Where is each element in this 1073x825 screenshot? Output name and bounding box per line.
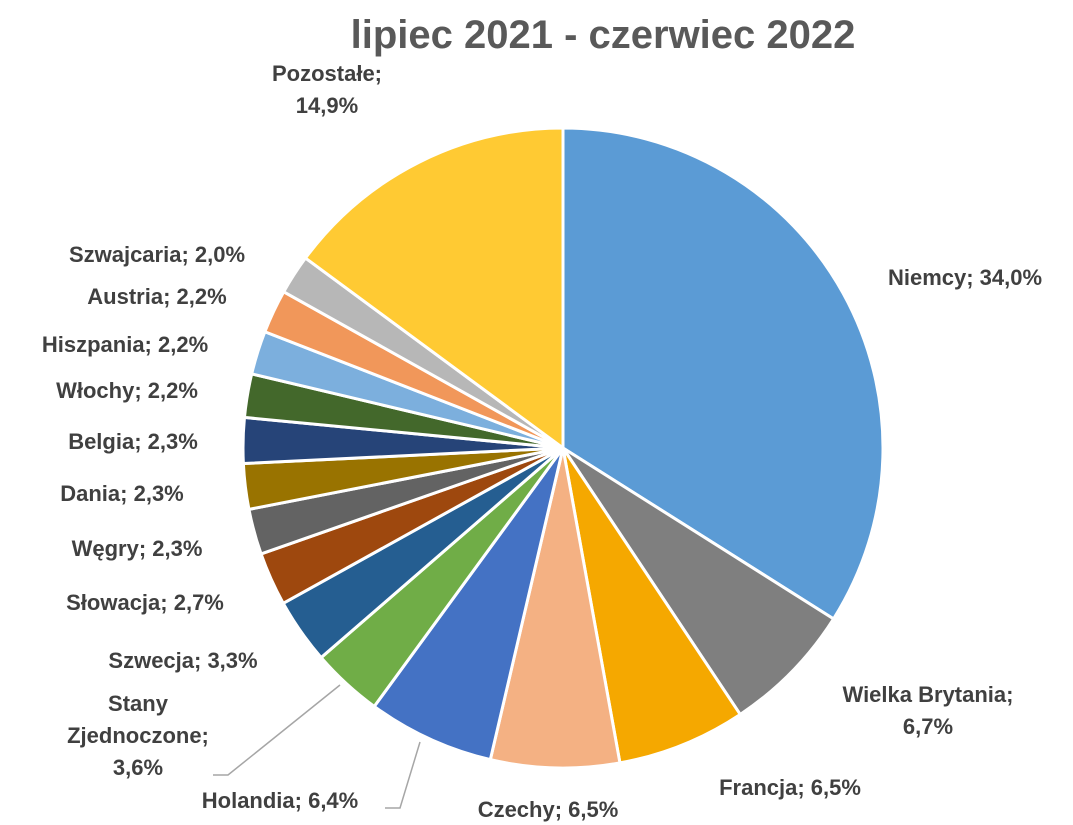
pie-slice-wielka-brytania <box>561 446 836 716</box>
data-label-wielka-brytania: Wielka Brytania; 6,7% <box>843 682 1014 739</box>
pie-slice-niemcy <box>561 126 885 621</box>
data-label-niemcy: Niemcy; 34,0% <box>888 265 1042 290</box>
pie-slice-pozostałe <box>303 126 565 450</box>
leader-line-stany-zjednoczone <box>213 684 341 776</box>
data-label-stany-zjednoczone: Stany Zjednoczone; 3,6% <box>67 691 209 780</box>
data-label-słowacja: Słowacja; 2,7% <box>66 590 224 615</box>
data-label-szwecja: Szwecja; 3,3% <box>108 648 257 673</box>
data-label-czechy: Czechy; 6,5% <box>478 797 619 822</box>
data-label-dania: Dania; 2,3% <box>60 481 184 506</box>
data-label-francja: Francja; 6,5% <box>719 775 861 800</box>
chart-title: lipiec 2021 - czerwiec 2022 <box>351 13 856 57</box>
data-label-włochy: Włochy; 2,2% <box>56 378 198 403</box>
data-labels: Niemcy; 34,0% Wielka Brytania; 6,7% Francja… <box>42 61 1042 822</box>
data-label-szwajcaria: Szwajcaria; 2,0% <box>69 242 245 267</box>
pie-slice-holandia <box>372 446 565 762</box>
pie-slice-francja <box>561 446 742 765</box>
leader-line-holandia <box>385 741 421 809</box>
data-label-austria: Austria; 2,2% <box>87 284 226 309</box>
data-label-pozostałe: Pozostałe; 14,9% <box>272 61 382 118</box>
pie-slices <box>241 126 885 770</box>
data-label-holandia: Holandia; 6,4% <box>202 788 358 813</box>
data-label-hiszpania: Hiszpania; 2,2% <box>42 332 208 357</box>
data-label-węgry: Węgry; 2,3% <box>72 536 203 561</box>
pie-slice-czechy <box>488 446 622 770</box>
data-label-belgia: Belgia; 2,3% <box>68 429 198 454</box>
leader-lines <box>213 684 421 809</box>
